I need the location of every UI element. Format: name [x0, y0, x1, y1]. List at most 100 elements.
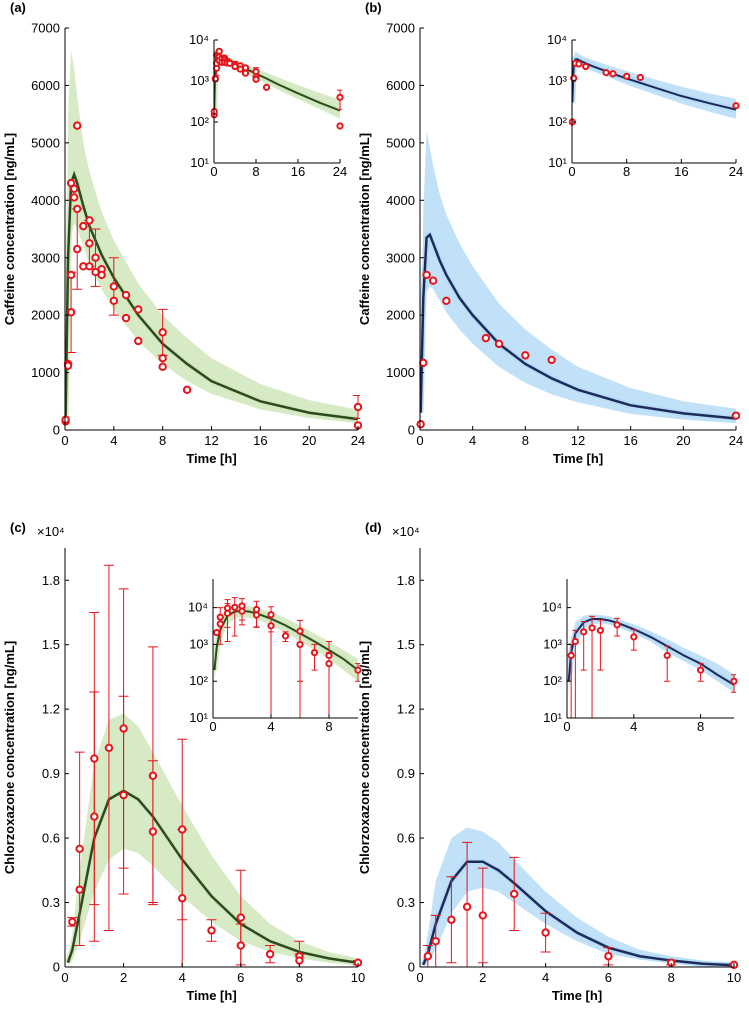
y-tick-label: 5000 — [31, 135, 60, 150]
observed-point — [68, 917, 77, 927]
x-axis-title: Time [h] — [186, 988, 236, 1003]
y-axis-title: Chlorzoxazone concentration [ng/mL] — [357, 641, 372, 874]
observed-point — [97, 270, 106, 280]
x-tick-label: 16 — [623, 433, 637, 448]
observed-point — [252, 67, 260, 76]
x-axis-title: Time [h] — [553, 451, 603, 466]
x-tick-label: 0 — [416, 970, 423, 985]
observed-point — [104, 743, 114, 753]
band — [67, 713, 359, 965]
y-tick-label: 10⁴ — [189, 32, 209, 47]
observed-point — [231, 603, 239, 611]
observed-point — [613, 621, 621, 629]
observed-point — [636, 73, 644, 82]
observed-point — [91, 253, 100, 262]
observed-point — [296, 640, 304, 649]
x-tick-label: 8 — [697, 719, 704, 734]
x-tick-label: 8 — [252, 164, 259, 179]
x-tick-label: 8 — [296, 970, 303, 985]
observed-point — [69, 184, 79, 194]
observed-point — [148, 771, 158, 780]
observed-point — [85, 262, 94, 271]
y-tick-label: 10² — [190, 114, 209, 129]
observed-point — [336, 93, 344, 101]
x-tick-label: 24 — [729, 164, 743, 179]
y-tick-label: 5000 — [386, 135, 415, 150]
observed-point — [481, 333, 491, 343]
y-tick-label: 4000 — [31, 193, 60, 208]
plot-area — [420, 131, 737, 425]
observed-point — [109, 296, 119, 305]
observed-point — [731, 411, 741, 420]
y-tick-label: 0.9 — [42, 766, 60, 781]
y-tick-label: 0.6 — [42, 831, 60, 846]
y-tick-label: 0.3 — [42, 895, 60, 910]
x-tick-label: 0 — [568, 164, 575, 179]
panel-label: (a) — [10, 0, 26, 15]
x-tick-label: 10 — [727, 970, 741, 985]
error-bar — [589, 615, 596, 718]
observed-point — [609, 70, 617, 78]
y-tick-label: 1000 — [386, 365, 415, 380]
x-tick-label: 8 — [325, 719, 332, 734]
error-bar — [311, 643, 318, 671]
observed-point — [510, 889, 519, 899]
y-tick-label: 0.6 — [397, 831, 415, 846]
observed-point — [85, 239, 94, 248]
observed-point — [521, 351, 530, 360]
x-tick-label: 4 — [542, 970, 549, 985]
observed-point — [567, 651, 575, 660]
error-bar — [572, 629, 579, 718]
observed-point — [353, 402, 363, 412]
observed-point — [478, 911, 487, 920]
observed-point — [158, 328, 167, 337]
observed-point — [236, 913, 246, 922]
y-tick-label: 4000 — [386, 193, 415, 208]
y-tick-label: 1.2 — [397, 702, 415, 717]
observed-point — [575, 60, 583, 68]
plot-area — [213, 597, 360, 718]
observed-point — [109, 282, 119, 291]
y-tick-label: 0 — [53, 960, 60, 975]
observed-point — [158, 362, 167, 372]
observed-point — [216, 620, 224, 628]
y-tick-label: 10³ — [543, 636, 562, 651]
y-tick-label: 10¹ — [190, 155, 209, 170]
observed-point — [215, 47, 223, 55]
observed-point — [213, 628, 221, 637]
y-tick-label: 3000 — [386, 250, 415, 265]
x-tick-label: 16 — [674, 164, 688, 179]
observed-point — [571, 637, 579, 646]
y-axis-title: Chlorzoxazone concentration [ng/mL] — [2, 641, 17, 874]
y-tick-label: 0.9 — [397, 766, 415, 781]
y-tick-label: 0 — [408, 423, 415, 438]
panel-label: (c) — [10, 520, 26, 535]
observed-point — [582, 62, 590, 71]
observed-point — [223, 609, 232, 617]
observed-point — [63, 361, 73, 370]
observed-point — [262, 83, 271, 91]
y-tick-label: 0 — [53, 423, 60, 438]
observed-point — [447, 915, 456, 924]
observed-point — [462, 902, 472, 912]
inset: 0 4 8 10¹ 10² 10³ 10⁴ — [188, 579, 362, 734]
band — [420, 131, 736, 425]
observed-point — [75, 885, 84, 894]
plot-area — [420, 827, 736, 967]
x-tick-label: 24 — [333, 164, 347, 179]
observed-point — [596, 626, 605, 635]
observed-point — [134, 336, 143, 346]
x-tick-label: 6 — [237, 970, 244, 985]
x-tick-label: 8 — [159, 433, 166, 448]
y-tick-label: 10³ — [190, 73, 209, 88]
panel-label: (d) — [365, 520, 382, 535]
x-tick-label: 16 — [253, 433, 267, 448]
y-tick-label: 10⁴ — [188, 599, 208, 614]
observed-point — [182, 385, 192, 394]
observed-point — [178, 894, 187, 903]
panel: 0 4 8 12 16 20 24 0 1000 2000 3000 4000 5000 6000 7000… — [357, 0, 743, 466]
x-tick-label: 6 — [605, 970, 612, 985]
y-tick-label: 0.3 — [397, 895, 415, 910]
panel: 0 2 4 6 8 10 0 0.3 0.6 0.9 1.2 1.5 1.8 Time [h] Chlorz… — [357, 520, 741, 1003]
observed-point — [236, 941, 246, 950]
